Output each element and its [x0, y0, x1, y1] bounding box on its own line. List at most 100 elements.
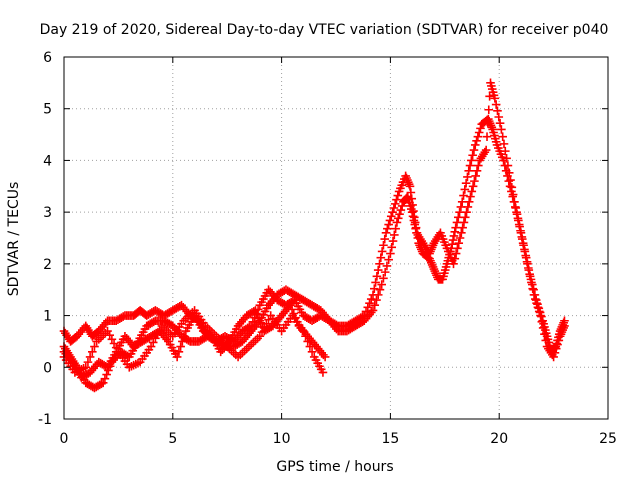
data-point [391, 224, 400, 233]
data-point [472, 166, 482, 176]
data-point [474, 128, 484, 137]
data-point [388, 207, 397, 217]
data-point [507, 183, 517, 192]
data-point [390, 199, 400, 209]
y-axis-label: SDTVAR / TECUs [6, 182, 22, 297]
data-point [373, 265, 383, 275]
data-point [408, 211, 418, 221]
data-point [392, 218, 402, 227]
x-axis-label: GPS time / hours [276, 459, 393, 475]
data-point [549, 352, 558, 362]
data-point [383, 224, 392, 233]
data-point [451, 249, 461, 258]
data-point [491, 100, 501, 109]
data-point [553, 340, 562, 349]
data-point [393, 214, 403, 223]
data-point [303, 337, 313, 346]
data-point [81, 362, 91, 372]
data-point [409, 216, 419, 225]
data-point [381, 228, 391, 238]
y-tick-label: 2 [43, 257, 52, 273]
x-tick-label: 0 [60, 431, 69, 447]
data-point [396, 205, 406, 215]
data-point [529, 290, 539, 300]
data-point [450, 254, 460, 263]
data-point [463, 202, 473, 212]
data-point [380, 267, 390, 277]
data-point [476, 124, 485, 133]
data-point [503, 161, 513, 170]
data-point [301, 331, 310, 341]
data-point [454, 238, 464, 248]
data-point [512, 209, 522, 219]
data-point [369, 284, 379, 293]
data-point [521, 253, 531, 262]
data-point [494, 112, 504, 122]
data-point [525, 271, 535, 281]
data-point [517, 234, 527, 244]
data-point [90, 342, 99, 351]
data-point [387, 243, 397, 252]
data-point [533, 302, 543, 312]
data-point [448, 235, 458, 245]
data-point [482, 132, 492, 141]
series-track-c [59, 300, 330, 382]
data-point [514, 216, 523, 225]
plot-border [63, 56, 609, 420]
data-point [560, 321, 569, 331]
data-point [467, 187, 477, 196]
data-point [466, 192, 475, 201]
data-point [368, 306, 378, 315]
data-point [379, 240, 388, 250]
data-point [536, 311, 545, 320]
data-point [554, 336, 564, 345]
data-point [386, 249, 395, 258]
data-point [471, 171, 480, 181]
grid-lines [64, 57, 608, 419]
data-point [372, 295, 381, 305]
data-point [178, 337, 187, 346]
data-point [551, 344, 561, 353]
data-point [464, 166, 474, 176]
data-point [453, 244, 462, 253]
data-point [541, 336, 551, 345]
data-point [377, 247, 387, 256]
data-point [490, 94, 500, 103]
data-point [524, 265, 534, 275]
data-point [320, 352, 330, 362]
data-point [453, 213, 463, 222]
data-point [481, 145, 491, 155]
data-point [468, 150, 477, 160]
data-point [377, 280, 386, 289]
data-point [467, 156, 476, 165]
y-tick-label: 6 [43, 50, 52, 66]
data-point [389, 203, 399, 213]
data-point [473, 132, 483, 141]
data-point [449, 259, 458, 269]
data-point [462, 207, 471, 217]
data-point [483, 118, 493, 128]
data-point [172, 352, 182, 362]
data-point [179, 331, 189, 341]
data-point [538, 323, 548, 333]
data-point [463, 172, 472, 182]
data-point [532, 298, 541, 308]
data-point [85, 352, 95, 362]
x-tick-label: 25 [599, 431, 617, 447]
data-point [499, 139, 509, 149]
y-tick-label: 1 [43, 309, 52, 325]
data-point [460, 185, 470, 194]
data-point [455, 207, 464, 217]
data-point [506, 175, 515, 185]
data-point [515, 222, 524, 231]
data-point [468, 181, 478, 191]
data-point [497, 125, 506, 134]
y-tick-label: 5 [43, 102, 52, 118]
data-point [384, 255, 393, 265]
data-point [370, 300, 380, 310]
data-point [472, 136, 481, 146]
data-point [459, 191, 468, 200]
y-tick-label: 0 [43, 360, 52, 376]
data-point [461, 178, 471, 188]
data-point [474, 161, 483, 170]
